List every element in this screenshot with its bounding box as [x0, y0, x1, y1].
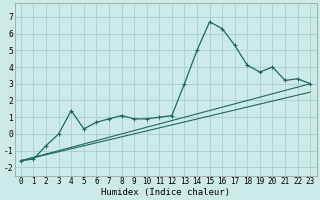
X-axis label: Humidex (Indice chaleur): Humidex (Indice chaleur) — [101, 188, 230, 197]
